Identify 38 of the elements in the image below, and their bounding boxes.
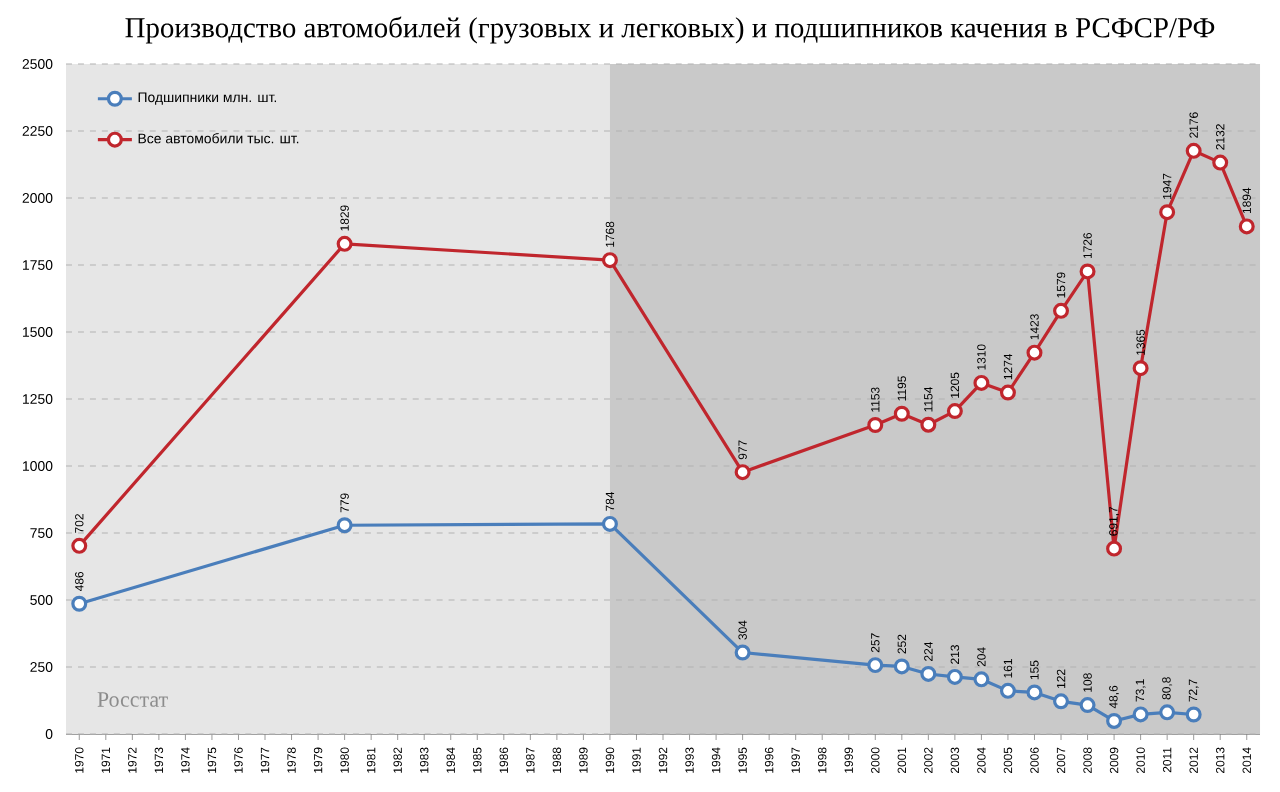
point [1106, 712, 1123, 729]
point [1026, 684, 1043, 701]
point [1238, 218, 1255, 235]
point [1132, 706, 1149, 723]
annotation: Росстат [97, 692, 168, 707]
point [867, 416, 884, 433]
point [734, 464, 751, 481]
point [1079, 263, 1096, 280]
point [867, 657, 884, 674]
point [973, 374, 990, 391]
point [999, 682, 1016, 699]
point [71, 537, 88, 554]
point [1185, 142, 1202, 159]
point [1132, 360, 1149, 377]
point [601, 252, 618, 269]
point [336, 517, 353, 534]
point [893, 658, 910, 675]
point [920, 416, 937, 433]
point [71, 595, 88, 612]
point [973, 671, 990, 688]
point [336, 235, 353, 252]
point [893, 405, 910, 422]
point [601, 515, 618, 532]
chart-title: Производство автомобилей (грузовых и легковых) и подшипников качения в РСФСР/РФ [125, 16, 1215, 44]
point [999, 384, 1016, 401]
point [946, 668, 963, 685]
point [1053, 302, 1070, 319]
point [946, 403, 963, 420]
point [1026, 344, 1043, 361]
point [734, 644, 751, 661]
point [1159, 704, 1176, 721]
point [1185, 706, 1202, 723]
point [1212, 154, 1229, 171]
point [1079, 697, 1096, 714]
point [1106, 540, 1123, 557]
point [1053, 693, 1070, 710]
point [1159, 204, 1176, 221]
point [920, 665, 937, 682]
